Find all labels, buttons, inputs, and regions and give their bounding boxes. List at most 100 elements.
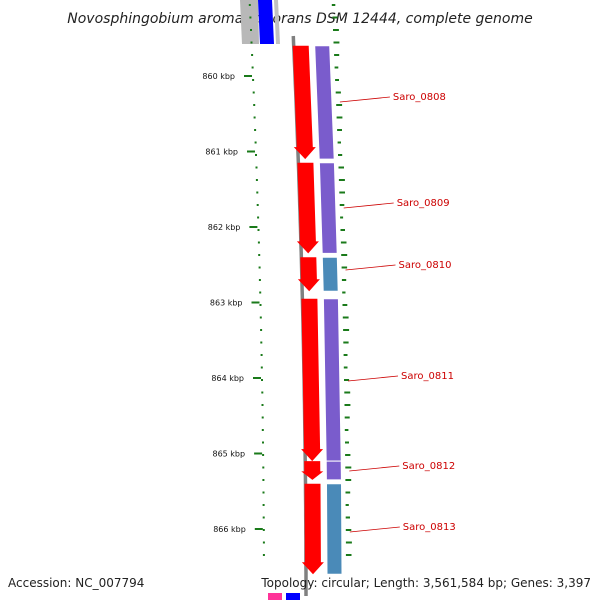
gc-dot bbox=[341, 254, 348, 256]
cog-block bbox=[314, 45, 335, 160]
gene-label-saro-0812: Saro_0812 bbox=[402, 461, 455, 472]
gc-dot bbox=[261, 416, 264, 419]
gc-dot bbox=[345, 466, 352, 469]
gc-dot bbox=[260, 329, 263, 331]
gc-dot bbox=[258, 266, 261, 269]
gc-dot bbox=[345, 441, 349, 444]
gc-dot bbox=[345, 529, 352, 531]
gc-dot bbox=[344, 416, 350, 419]
gc-dot bbox=[260, 341, 263, 344]
gc-dot bbox=[261, 429, 264, 431]
gc-dot bbox=[251, 54, 254, 56]
gc-dot bbox=[256, 191, 259, 194]
gc-dot bbox=[257, 216, 260, 219]
gc-dot bbox=[334, 66, 339, 69]
gene-leader-line bbox=[343, 202, 394, 209]
cog-block bbox=[318, 162, 338, 254]
gc-dot bbox=[341, 279, 347, 281]
gc-dot bbox=[331, 4, 336, 6]
cog-block bbox=[325, 483, 343, 575]
gc-dot bbox=[262, 479, 265, 481]
scale-tick-label: 862 kbp bbox=[208, 223, 241, 232]
gc-dot bbox=[338, 154, 343, 156]
scale-tick-label: 863 kbp bbox=[210, 299, 243, 308]
scale-tick bbox=[244, 75, 252, 77]
cds-arrow bbox=[297, 257, 320, 292]
gene-leader-line bbox=[349, 526, 400, 533]
gc-dot bbox=[340, 216, 344, 219]
gc-dot bbox=[253, 116, 256, 119]
scale-tick bbox=[249, 226, 258, 228]
gc-dot bbox=[342, 316, 349, 319]
bottom-partial-feature bbox=[268, 593, 300, 600]
gc-dot bbox=[336, 116, 343, 119]
scale-tick bbox=[251, 301, 260, 304]
gc-dot bbox=[345, 541, 352, 544]
scale-tick-label: 860 kbp bbox=[202, 72, 235, 81]
gene-leader-line bbox=[339, 96, 390, 103]
gc-dot bbox=[337, 129, 342, 131]
scale-tick bbox=[254, 528, 263, 530]
gene-label-saro-0813: Saro_0813 bbox=[403, 522, 456, 533]
scale-tick-label: 861 kbp bbox=[205, 148, 238, 157]
gene-label-saro-0810: Saro_0810 bbox=[399, 260, 452, 271]
gene-label-saro-0808: Saro_0808 bbox=[393, 92, 446, 103]
gc-dot bbox=[335, 91, 341, 94]
gc-dot bbox=[262, 529, 265, 531]
gc-dot bbox=[343, 354, 348, 356]
gene-labels: Saro_0808 Saro_0809 Saro_0810 Saro_0811 Saro… bbox=[339, 92, 456, 533]
gc-dot bbox=[345, 516, 350, 519]
scale-tick bbox=[247, 150, 255, 153]
gc-dot bbox=[344, 379, 350, 381]
cds-arrow bbox=[301, 461, 324, 480]
gc-dot bbox=[259, 291, 262, 294]
gc-dot bbox=[343, 329, 350, 331]
gc-dot bbox=[262, 491, 265, 494]
gc-dot bbox=[333, 41, 340, 44]
gc-dot bbox=[253, 104, 256, 106]
scale-tick-label: 865 kbp bbox=[212, 450, 245, 459]
gc-dot bbox=[248, 4, 251, 6]
map-title: Novosphingobium aromaticivorans DSM 1244… bbox=[67, 11, 532, 27]
gc-dot bbox=[344, 404, 351, 406]
gene-label-saro-0809: Saro_0809 bbox=[397, 198, 450, 209]
cog-block bbox=[322, 298, 342, 462]
gc-dot bbox=[334, 54, 340, 56]
gc-dot bbox=[344, 391, 351, 394]
gc-dot bbox=[258, 279, 261, 281]
gc-dot bbox=[342, 304, 348, 306]
gc-dot bbox=[259, 304, 262, 306]
accession-text: Accession: NC_007794 bbox=[8, 576, 144, 590]
scale-tick-label: 866 kbp bbox=[213, 525, 246, 534]
gc-dot bbox=[254, 129, 257, 131]
scale-tick bbox=[253, 377, 261, 379]
gc-dot bbox=[340, 241, 347, 244]
cog-block bbox=[321, 256, 339, 292]
gc-dot bbox=[261, 404, 264, 406]
gc-dot bbox=[262, 516, 265, 519]
gc-dot bbox=[260, 366, 263, 369]
gc-dot bbox=[251, 66, 254, 69]
gc-dot bbox=[339, 191, 345, 194]
gc-dot bbox=[345, 479, 352, 481]
gc-dot bbox=[262, 454, 265, 456]
cog-block bbox=[325, 460, 342, 481]
gc-dot bbox=[262, 441, 264, 444]
gc-dot bbox=[338, 166, 344, 169]
gc-dot bbox=[345, 454, 351, 456]
cds-arrow bbox=[292, 45, 316, 160]
top-partial-feature bbox=[240, 0, 280, 44]
cds-arrow bbox=[296, 162, 319, 254]
gc-dot bbox=[250, 41, 253, 44]
gc-dot bbox=[262, 504, 265, 506]
gc-dot bbox=[343, 341, 349, 344]
gc-dot bbox=[345, 554, 352, 556]
genome-summary-text: Topology: circular; Length: 3,561,584 bp… bbox=[260, 576, 591, 590]
gc-dot bbox=[343, 366, 348, 369]
scale-tick bbox=[254, 452, 263, 455]
gc-dot bbox=[344, 429, 349, 431]
gc-dot bbox=[262, 466, 265, 469]
gc-dot bbox=[260, 354, 263, 356]
gc-dot bbox=[335, 79, 339, 81]
